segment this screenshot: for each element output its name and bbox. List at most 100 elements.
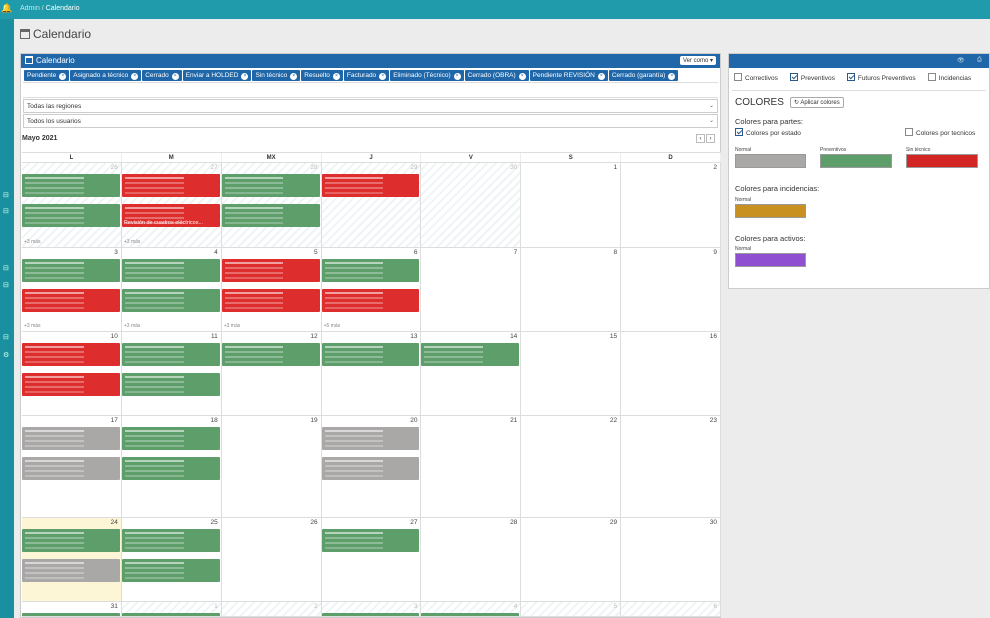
remove-tag-icon[interactable]: × <box>241 73 249 80</box>
day-cell[interactable]: 9 <box>621 248 722 331</box>
day-cell[interactable]: 6 +5 más <box>321 248 422 331</box>
day-cell[interactable]: 30 <box>421 163 522 247</box>
color-swatch-preventivos[interactable] <box>820 154 892 168</box>
calendar-event[interactable] <box>22 204 120 227</box>
calendar-event[interactable] <box>22 343 120 366</box>
type-filter[interactable]: Preventivos <box>789 73 835 82</box>
day-cell[interactable]: 2 <box>221 602 322 616</box>
day-cell[interactable]: 1 <box>121 602 222 616</box>
day-cell[interactable]: 25 <box>121 518 222 601</box>
calendar-event[interactable] <box>321 343 420 366</box>
calendar-event[interactable] <box>22 613 120 616</box>
view-as-button[interactable]: Ver como ▾ <box>679 56 716 65</box>
calendar-event[interactable] <box>121 343 220 366</box>
color-by-tech-option[interactable]: Colores por tecnicos <box>905 128 975 137</box>
user-select[interactable]: Todos los usuarios ⌄ <box>23 114 718 128</box>
color-swatch-normal[interactable] <box>735 154 806 168</box>
status-tag[interactable]: Facturado × <box>343 70 390 81</box>
region-select[interactable]: Todas las regiones ⌄ <box>23 99 718 113</box>
calendar-event[interactable] <box>421 343 520 366</box>
remove-tag-icon[interactable]: × <box>668 73 676 80</box>
calendar-event[interactable] <box>121 613 220 616</box>
day-cell[interactable]: 15 <box>521 332 622 415</box>
day-cell[interactable]: 8 <box>521 248 622 331</box>
calendar-event[interactable] <box>321 529 420 552</box>
calendar-event[interactable] <box>321 289 420 312</box>
print-icon[interactable]: ⎙ <box>977 57 982 63</box>
calendar-event[interactable] <box>121 427 220 450</box>
day-cell[interactable]: 12 <box>221 332 322 415</box>
remove-tag-icon[interactable]: × <box>453 73 461 80</box>
day-cell[interactable]: 13 <box>321 332 422 415</box>
day-cell[interactable]: 6 <box>621 602 722 616</box>
checkbox[interactable] <box>927 73 936 82</box>
calendar-event[interactable] <box>121 373 220 396</box>
color-by-state-option[interactable]: Colores por estado <box>735 128 801 137</box>
day-cell[interactable]: 31 <box>22 602 122 616</box>
calendar-event[interactable] <box>321 613 420 616</box>
calendar-event[interactable] <box>22 529 120 552</box>
breadcrumb-root[interactable]: Admin <box>20 5 40 12</box>
day-cell[interactable]: 3 +3 más <box>22 248 122 331</box>
checkbox[interactable] <box>905 128 913 136</box>
calendar-event[interactable] <box>22 559 120 582</box>
more-events-link[interactable]: +3 más <box>123 323 141 329</box>
day-cell[interactable]: 24 <box>22 518 122 601</box>
calendar-event[interactable] <box>221 204 320 227</box>
day-cell[interactable]: 11 <box>121 332 222 415</box>
checkbox[interactable] <box>846 73 855 82</box>
day-cell[interactable]: 7 <box>421 248 522 331</box>
day-cell[interactable]: 26 +3 más <box>22 163 122 247</box>
status-tag[interactable]: Sin técnico × <box>252 70 301 81</box>
menu-icon[interactable]: ⊟ <box>3 192 9 199</box>
calendar-event[interactable] <box>121 174 220 197</box>
more-events-link[interactable]: +5 más <box>323 323 341 329</box>
status-tag[interactable]: Eliminado (Técnico) × <box>390 70 464 81</box>
day-cell[interactable]: 30 <box>621 518 722 601</box>
day-cell[interactable]: 23 <box>621 416 722 517</box>
menu-icon[interactable]: ⊟ <box>3 208 9 215</box>
calendar-event[interactable] <box>22 259 120 282</box>
calendar-event[interactable] <box>221 343 320 366</box>
status-tag[interactable]: Asignado a técnico × <box>70 70 142 81</box>
calendar-event[interactable] <box>22 373 120 396</box>
calendar-event[interactable] <box>321 174 420 197</box>
tag-input[interactable] <box>23 82 718 98</box>
status-tag[interactable]: Cerrado (garantía) × <box>608 70 679 81</box>
status-tag[interactable]: Pendiente × <box>24 70 70 81</box>
more-events-link[interactable]: +3 más <box>24 239 41 245</box>
apply-colors-button[interactable]: ↻ Aplicar colores <box>790 97 844 108</box>
status-tag[interactable]: Pendiente REVISIÓN × <box>529 70 608 81</box>
calendar-event[interactable] <box>22 457 120 480</box>
calendar-event[interactable] <box>121 529 220 552</box>
calendar-event[interactable] <box>22 289 120 312</box>
day-cell[interactable]: 1 <box>521 163 622 247</box>
checkbox[interactable] <box>735 128 743 136</box>
day-cell[interactable]: 4 <box>421 602 522 616</box>
day-cell[interactable]: 19 <box>222 416 322 517</box>
remove-tag-icon[interactable]: × <box>171 73 179 80</box>
calendar-event[interactable] <box>221 289 320 312</box>
calendar-event[interactable] <box>121 259 220 282</box>
color-swatch-sin-tecnico[interactable] <box>906 154 978 168</box>
day-cell[interactable]: 22 <box>521 416 622 517</box>
gear-icon[interactable]: ⚙ <box>3 352 10 359</box>
calendar-event[interactable] <box>321 259 420 282</box>
day-cell[interactable]: 29 <box>321 163 422 247</box>
calendar-event[interactable] <box>22 427 120 450</box>
day-cell[interactable]: 20 <box>321 416 422 517</box>
calendar-event[interactable]: Revisión de cuadros eléctricos... <box>121 204 220 227</box>
day-cell[interactable]: 26 <box>222 518 322 601</box>
day-cell[interactable]: 10 <box>22 332 122 415</box>
day-cell[interactable]: 5 <box>521 602 622 616</box>
calendar-event[interactable] <box>221 259 320 282</box>
checkbox[interactable] <box>789 73 798 82</box>
day-cell[interactable]: 3 <box>321 602 422 616</box>
calendar-event[interactable] <box>321 457 420 480</box>
remove-tag-icon[interactable]: × <box>332 73 340 80</box>
day-cell[interactable]: 4 +3 más <box>121 248 222 331</box>
more-events-link[interactable]: +3 más <box>223 323 241 329</box>
remove-tag-icon[interactable]: × <box>59 73 67 80</box>
more-events-link[interactable]: +3 más <box>24 323 41 329</box>
remove-tag-icon[interactable]: × <box>379 73 387 80</box>
